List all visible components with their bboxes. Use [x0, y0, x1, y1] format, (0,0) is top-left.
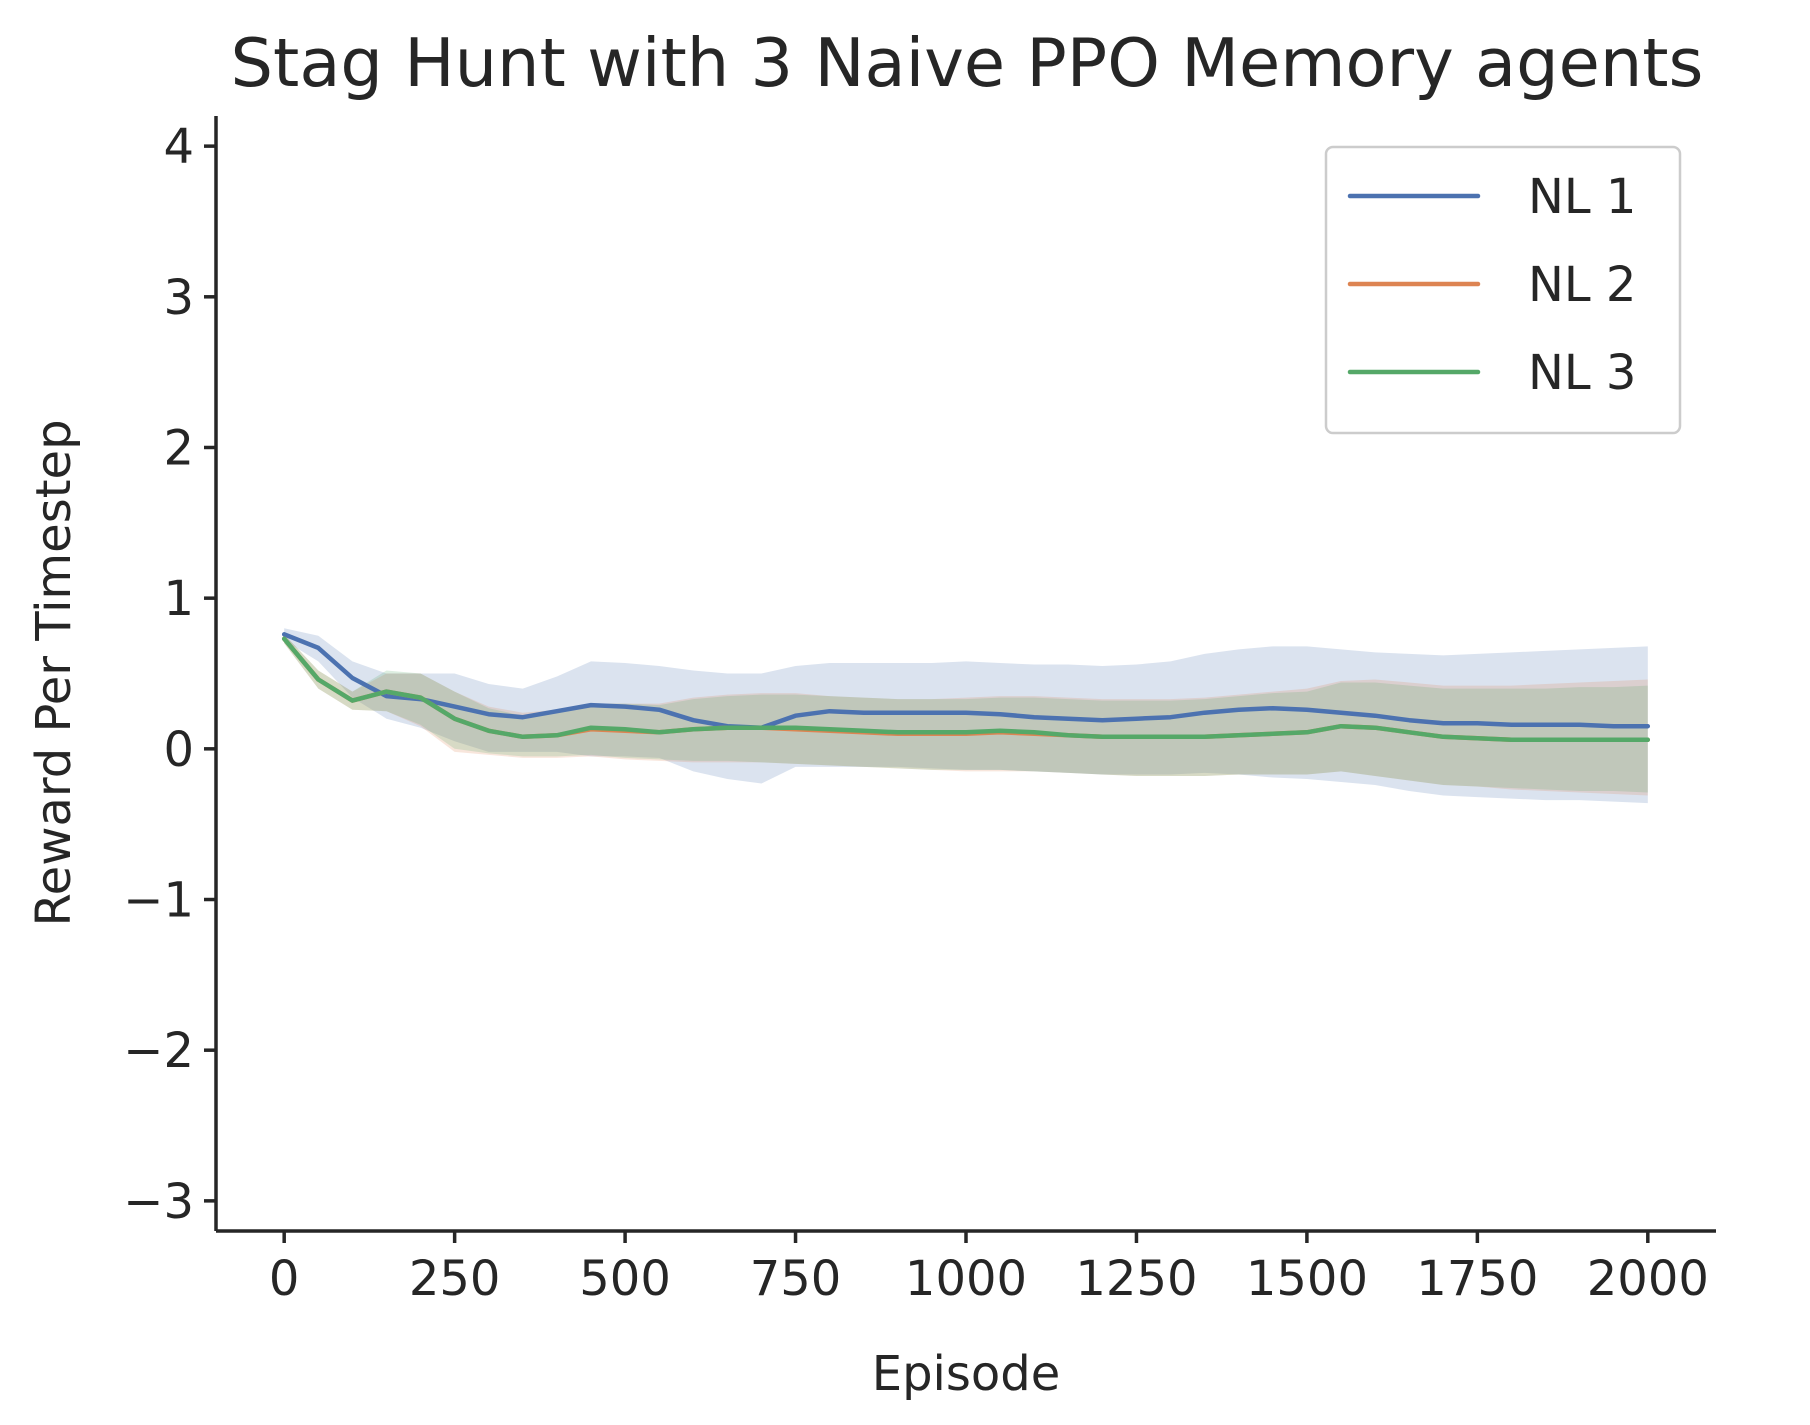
- legend-label-1: NL 1: [1528, 169, 1636, 225]
- y-tick-label: −1: [123, 873, 194, 929]
- y-tick-label: −2: [123, 1023, 194, 1079]
- x-tick-label: 250: [409, 1251, 501, 1307]
- legend-frame: [1324, 145, 1682, 435]
- y-axis-label: Reward Per Timestep: [26, 419, 82, 926]
- y-tick-label: 0: [163, 722, 194, 778]
- x-tick-label: 1250: [1075, 1251, 1197, 1307]
- x-tick-label: 2000: [1587, 1251, 1709, 1307]
- series-3-line: [281, 636, 1651, 743]
- x-tick-label: 1500: [1246, 1251, 1368, 1307]
- y-tick-label: 4: [163, 119, 194, 175]
- series-1-line: [281, 632, 1651, 730]
- x-tick-label: 1750: [1416, 1251, 1538, 1307]
- series-1-band: [284, 628, 1648, 804]
- y-ticks: −3 −2 −1 0 1 2 3 4: [123, 119, 216, 1230]
- chart-title: Stag Hunt with 3 Naive PPO Memory agents: [231, 24, 1704, 102]
- y-tick-label: 2: [163, 420, 194, 476]
- x-tick-label: 0: [269, 1251, 300, 1307]
- x-axis-label: Episode: [872, 1346, 1061, 1402]
- series-lines: [281, 632, 1651, 743]
- x-tick-label: 750: [750, 1251, 842, 1307]
- y-tick-label: 1: [163, 571, 194, 627]
- x-tick-label: 1000: [905, 1251, 1027, 1307]
- y-tick-label: 3: [163, 270, 194, 326]
- y-tick-label: −3: [123, 1174, 194, 1230]
- legend-label-3: NL 3: [1528, 345, 1636, 401]
- legend-label-2: NL 2: [1528, 257, 1636, 313]
- legend: NL 1 NL 2 NL 3: [1324, 145, 1682, 435]
- x-tick-label: 500: [579, 1251, 671, 1307]
- x-ticks: 0 250 500 750 1000 1250 1500 1750 2000: [269, 1231, 1709, 1307]
